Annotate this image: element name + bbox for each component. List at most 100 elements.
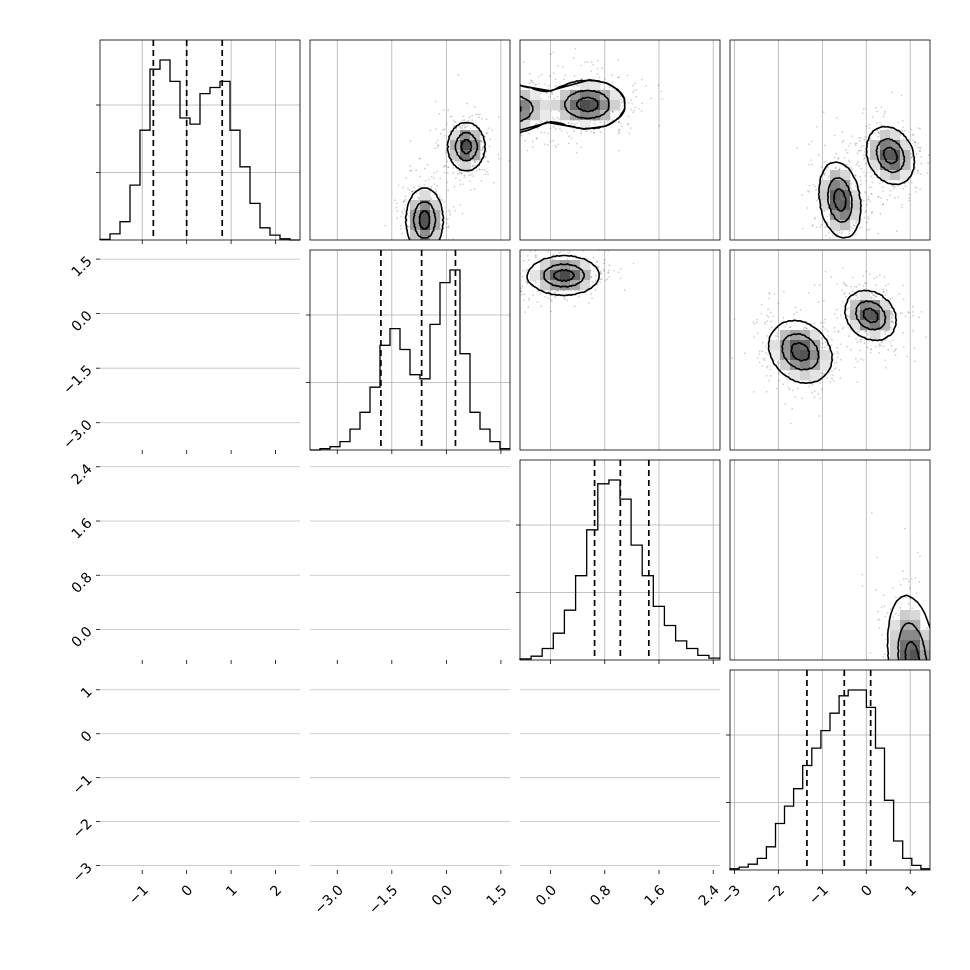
scatter-point <box>419 157 422 160</box>
scatter-point <box>404 198 407 201</box>
scatter-point <box>488 84 490 86</box>
density-bin <box>870 330 881 341</box>
scatter-point <box>551 116 554 119</box>
scatter-point <box>858 165 861 167</box>
scatter-point <box>823 346 826 348</box>
scatter-point <box>854 185 857 187</box>
density-bin <box>560 90 571 101</box>
scatter-point <box>448 224 450 227</box>
scatter-point <box>911 607 914 609</box>
scatter-point <box>419 289 421 291</box>
scatter-point <box>896 720 898 722</box>
scatter-point <box>884 285 887 287</box>
density-bin <box>820 360 831 371</box>
scatter-point <box>650 97 653 100</box>
scatter-point <box>424 243 426 245</box>
density-bin <box>850 190 861 201</box>
scatter-point <box>848 292 851 295</box>
x-axis-2: 0.0 0.8 1.6 2.4 <box>533 870 723 909</box>
scatter-point <box>461 109 463 111</box>
scatter-point <box>522 61 525 64</box>
contour-inner <box>576 96 599 113</box>
scatter-point <box>877 135 880 138</box>
scatter-point <box>915 187 918 189</box>
scatter-point <box>879 121 881 124</box>
scatter-point <box>506 127 508 129</box>
scatter-point <box>932 635 934 637</box>
scatter-point <box>442 109 445 111</box>
scatter-point <box>403 300 405 302</box>
scatter-point <box>458 172 461 175</box>
scatter-point <box>869 652 872 654</box>
scatter-point <box>938 662 940 664</box>
scatter-point <box>925 750 927 752</box>
scatter-point <box>902 284 905 287</box>
scatter-point <box>617 132 620 135</box>
scatter-point <box>922 714 924 716</box>
scatter-point <box>919 555 921 558</box>
scatter-point <box>826 215 829 218</box>
scatter-point <box>485 125 487 127</box>
density-bin <box>460 160 471 171</box>
scatter-point <box>902 126 904 128</box>
scatter-point <box>620 101 623 104</box>
scatter-point <box>454 177 457 180</box>
scatter-point <box>568 135 570 138</box>
scatter-point <box>871 687 873 689</box>
scatter-point <box>843 246 845 248</box>
scatter-point <box>832 359 835 361</box>
scatter-point <box>765 351 767 354</box>
scatter-point <box>885 366 887 369</box>
scatter-point <box>553 118 555 121</box>
scatter-point <box>796 387 799 390</box>
density-bin <box>520 110 531 121</box>
scatter-point <box>943 653 945 655</box>
scatter-point <box>551 92 554 94</box>
scatter-point <box>574 47 577 50</box>
scatter-point <box>427 248 429 250</box>
scatter-point <box>450 97 452 99</box>
scatter-point <box>548 235 550 237</box>
scatter-point <box>594 288 597 291</box>
scatter-point <box>752 321 755 323</box>
scatter-point <box>765 390 768 393</box>
scatter-point <box>430 187 433 190</box>
density-bin <box>840 220 851 231</box>
scatter-point <box>465 118 467 120</box>
scatter-point <box>892 695 894 697</box>
scatter-point <box>626 74 629 77</box>
scatter-point <box>836 229 838 232</box>
scatter-point <box>350 283 352 285</box>
scatter-point <box>870 175 873 178</box>
scatter-point <box>775 335 777 337</box>
scatter-point <box>865 162 868 165</box>
scatter-point <box>497 282 499 284</box>
density-bin <box>520 100 531 111</box>
scatter-point <box>890 682 892 684</box>
scatter-point <box>824 226 827 229</box>
scatter-point <box>603 259 606 262</box>
scatter-point <box>426 163 429 166</box>
scatter-point <box>436 268 438 270</box>
density-bin <box>870 140 881 151</box>
scatter-point <box>776 332 778 335</box>
scatter-point <box>850 227 853 230</box>
scatter-point <box>909 587 911 590</box>
scatter-point <box>931 670 933 672</box>
scatter-point <box>620 98 622 101</box>
scatter-point <box>506 85 508 87</box>
density-bin <box>450 130 461 141</box>
scatter-point <box>935 732 937 734</box>
scatter-point <box>477 305 479 307</box>
scatter-point <box>467 171 469 174</box>
density-bin <box>780 350 791 361</box>
scatter-point <box>413 252 415 254</box>
scatter-point <box>550 310 553 313</box>
scatter-point <box>916 719 918 721</box>
density-bin <box>810 370 821 381</box>
scatter-point <box>859 137 862 140</box>
scatter-point <box>910 578 913 580</box>
scatter-point <box>488 125 490 127</box>
scatter-point <box>868 228 871 231</box>
scatter-point <box>549 140 552 143</box>
